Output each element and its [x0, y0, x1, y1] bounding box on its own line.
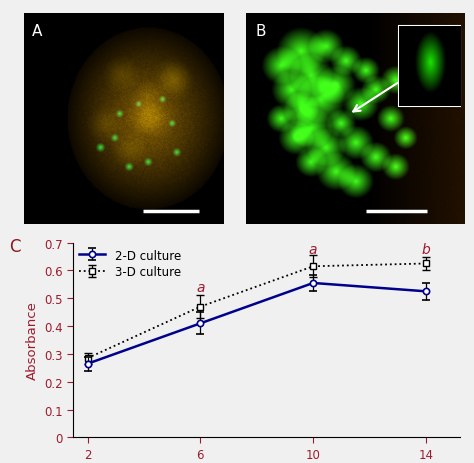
Text: A: A — [32, 25, 42, 39]
Text: b: b — [421, 242, 430, 257]
Text: B: B — [255, 25, 266, 39]
Y-axis label: Absorbance: Absorbance — [26, 301, 39, 380]
Text: a: a — [309, 242, 318, 257]
Legend: 2-D culture, 3-D culture: 2-D culture, 3-D culture — [79, 249, 181, 278]
Bar — [399, 26, 460, 106]
Text: C: C — [9, 238, 21, 256]
Text: a: a — [196, 281, 205, 294]
